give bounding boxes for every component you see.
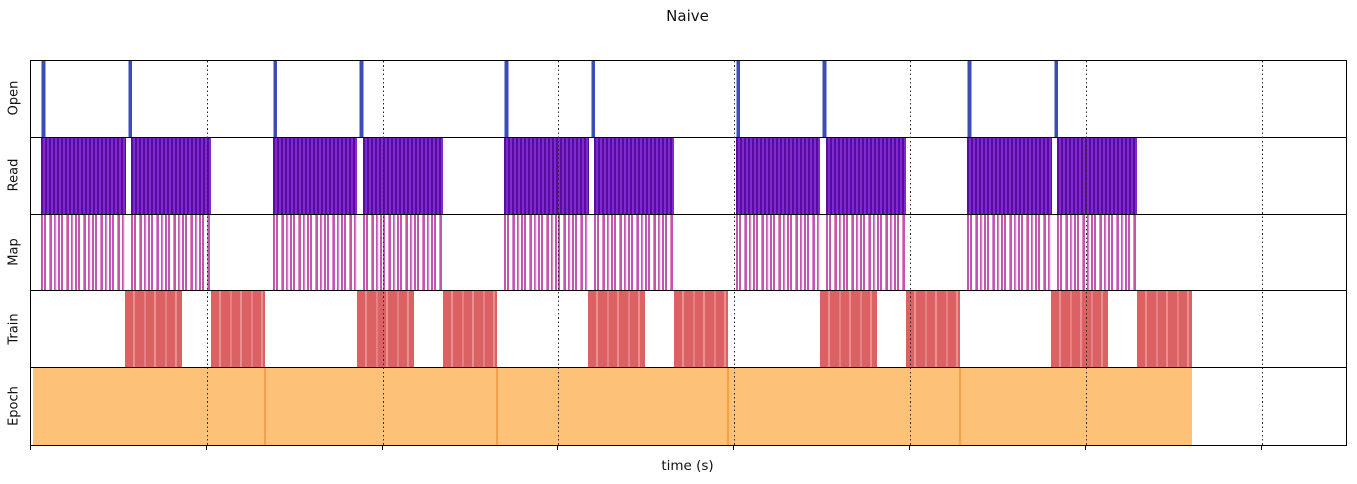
train-bar bbox=[442, 291, 497, 368]
row-label-epoch: Epoch bbox=[6, 385, 22, 426]
epoch-bar bbox=[496, 368, 728, 445]
map-bar bbox=[735, 214, 820, 291]
gridline bbox=[206, 61, 208, 445]
epoch-boundary bbox=[264, 368, 266, 445]
plot-area bbox=[30, 60, 1347, 446]
epoch-bar bbox=[32, 368, 265, 445]
read-bar bbox=[131, 137, 211, 214]
train-bar bbox=[1051, 291, 1108, 368]
row-epoch bbox=[31, 368, 1346, 445]
x-axis-tick bbox=[30, 445, 31, 450]
map-bar bbox=[504, 214, 589, 291]
open-bar bbox=[590, 61, 596, 137]
read-bar bbox=[1057, 137, 1137, 214]
row-label-read: Read bbox=[6, 158, 22, 192]
gridline bbox=[734, 61, 736, 445]
x-axis-tick bbox=[1084, 445, 1086, 450]
epoch-boundary bbox=[727, 368, 729, 445]
open-bar bbox=[735, 61, 741, 137]
gridline bbox=[558, 61, 560, 445]
row-label-map: Map bbox=[6, 238, 22, 266]
train-bar bbox=[819, 291, 877, 368]
epoch-boundary bbox=[958, 368, 961, 445]
train-bar bbox=[905, 291, 960, 368]
map-bar bbox=[825, 214, 906, 291]
gridline bbox=[1261, 61, 1263, 445]
x-axis-label: time (s) bbox=[661, 458, 714, 474]
train-bar bbox=[674, 291, 728, 368]
map-bar bbox=[41, 214, 126, 291]
train-bar bbox=[588, 291, 645, 368]
row-map bbox=[31, 214, 1346, 292]
open-bar bbox=[1053, 61, 1059, 137]
map-bar bbox=[1057, 214, 1137, 291]
train-bar bbox=[125, 291, 182, 368]
epoch-bar bbox=[265, 368, 497, 445]
row-train bbox=[31, 291, 1346, 369]
x-axis-tick bbox=[557, 445, 559, 450]
row-open bbox=[31, 61, 1346, 138]
gridline bbox=[910, 61, 911, 445]
x-axis-tick bbox=[733, 445, 735, 450]
epoch-boundary bbox=[495, 368, 498, 445]
x-axis-tick bbox=[909, 445, 910, 450]
read-bar bbox=[362, 137, 443, 214]
train-bar bbox=[211, 291, 265, 368]
train-bar bbox=[356, 291, 414, 368]
chart-title: Naive bbox=[666, 7, 709, 25]
read-bar bbox=[272, 137, 357, 214]
read-bar bbox=[504, 137, 589, 214]
read-bar bbox=[825, 137, 906, 214]
x-axis-tick bbox=[1260, 445, 1262, 450]
map-bar bbox=[967, 214, 1052, 291]
row-label-open: Open bbox=[6, 81, 22, 116]
x-axis-tick bbox=[381, 445, 383, 450]
open-bar bbox=[967, 61, 972, 137]
epoch-bar bbox=[959, 368, 1192, 445]
open-bar bbox=[822, 61, 827, 137]
open-bar bbox=[359, 61, 364, 137]
read-bar bbox=[735, 137, 820, 214]
epoch-bar bbox=[728, 368, 960, 445]
gridline bbox=[1085, 61, 1087, 445]
map-bar bbox=[362, 214, 443, 291]
map-bar bbox=[131, 214, 211, 291]
read-bar bbox=[41, 137, 126, 214]
open-bar bbox=[272, 61, 278, 137]
train-bar bbox=[1137, 291, 1192, 368]
open-bar bbox=[504, 61, 509, 137]
read-bar bbox=[967, 137, 1052, 214]
open-bar bbox=[41, 61, 46, 137]
open-bar bbox=[127, 61, 133, 137]
x-axis-tick bbox=[205, 445, 207, 450]
map-bar bbox=[594, 214, 674, 291]
read-bar bbox=[594, 137, 674, 214]
map-bar bbox=[272, 214, 357, 291]
row-label-train: Train bbox=[6, 313, 22, 345]
gridline bbox=[382, 61, 384, 445]
row-read bbox=[31, 137, 1346, 215]
